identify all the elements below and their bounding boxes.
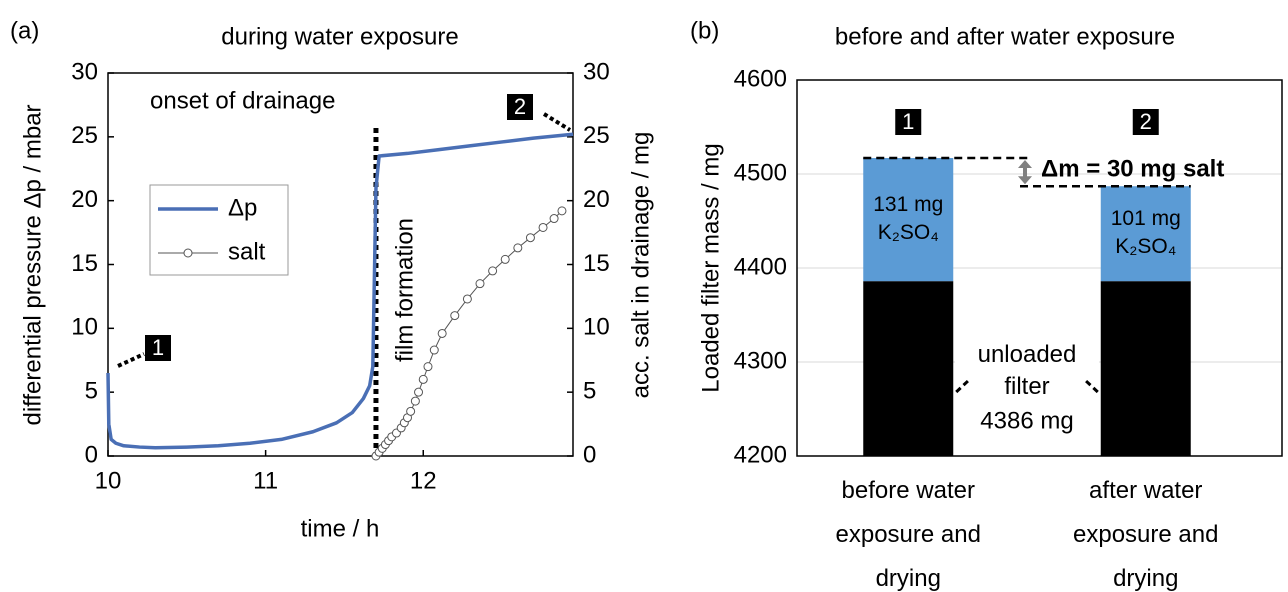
data-point [488, 266, 498, 276]
y-tick-label: 10 [71, 314, 98, 341]
segment-name: K₂SO₄ [878, 221, 939, 244]
data-point [423, 362, 433, 372]
y-tick-label: 25 [71, 122, 98, 149]
marker-label: 2 [1140, 109, 1152, 134]
plot-frame [107, 72, 574, 457]
x-tick-label: 12 [410, 467, 437, 494]
leader [542, 112, 572, 132]
data-point [557, 206, 567, 216]
panel-label: (b) [690, 17, 719, 44]
marker-box [507, 94, 533, 120]
y-tick-label: 4400 [734, 253, 787, 280]
chart-title: during water exposure [221, 23, 458, 50]
bar-segment [863, 158, 954, 282]
y2-tick-label: 10 [583, 314, 610, 341]
data-point [450, 311, 460, 321]
annotation: film formation [391, 218, 418, 362]
data-point [410, 396, 420, 406]
segment-name: unloaded filter [978, 341, 1077, 400]
data-point [538, 222, 548, 232]
leader [1083, 378, 1099, 394]
data-point [406, 406, 416, 416]
data-point [525, 233, 535, 243]
label-bg [955, 340, 1099, 440]
leader [955, 378, 971, 394]
data-point [549, 214, 559, 224]
y2-tick-label: 25 [583, 122, 610, 149]
panel-label: (a) [10, 17, 39, 44]
y2-tick-label: 5 [583, 378, 596, 405]
marker-box [1132, 109, 1159, 135]
data-point [513, 243, 523, 253]
y-tick-label: 4200 [734, 441, 787, 468]
bar-segment [863, 281, 954, 456]
leader [117, 352, 145, 368]
data-point [418, 374, 428, 384]
arrow-head [1018, 160, 1032, 185]
y-tick-label: 4500 [734, 159, 787, 186]
legend-label: salt [228, 238, 266, 265]
annotation: Δm = 30 mg salt [1041, 155, 1224, 182]
annotation: onset of drainage [150, 87, 335, 114]
data-point [414, 387, 424, 397]
legend-box [149, 184, 289, 276]
plot-frame [796, 79, 1283, 457]
x-axis-label: time / h [301, 515, 380, 542]
y-axis-label: Loaded filter mass / mg [697, 143, 724, 392]
legend-swatch [183, 248, 193, 258]
data-point [437, 328, 447, 338]
marker-box [895, 109, 922, 135]
x-tick-label: after water exposure and drying [1073, 477, 1218, 592]
marker-box [145, 335, 171, 361]
value-label: 131 mg [873, 193, 943, 216]
x-tick-label: 10 [95, 467, 122, 494]
data-point [429, 345, 439, 355]
bar-segment [1100, 186, 1191, 282]
value-label: 101 mg [1111, 207, 1181, 230]
data-point [475, 279, 485, 289]
marker-label: 2 [514, 94, 526, 119]
y-axis-label: differential pressure Δp / mbar [19, 104, 46, 425]
y-tick-label: 4600 [734, 65, 787, 92]
y2-axis-label: acc. salt in drainage / mg [627, 132, 654, 399]
chart-title: before and after water exposure [835, 23, 1175, 50]
y-tick-label: 30 [71, 58, 98, 85]
legend-label: Δp [228, 194, 257, 221]
y-tick-label: 0 [85, 441, 98, 468]
y2-tick-label: 0 [583, 441, 596, 468]
data-point [500, 254, 510, 264]
x-tick-label: 11 [253, 467, 278, 494]
y2-tick-label: 20 [583, 186, 610, 213]
y-tick-label: 5 [85, 378, 98, 405]
y-tick-label: 4300 [734, 347, 787, 374]
x-tick-label: before water exposure and drying [836, 477, 981, 592]
y-tick-label: 15 [71, 250, 98, 277]
series-line [106, 132, 574, 450]
data-point [462, 294, 472, 304]
value-label: 4386 mg [980, 407, 1073, 434]
y2-tick-label: 15 [583, 250, 610, 277]
segment-name: K₂SO₄ [1115, 235, 1176, 258]
marker-label: 1 [152, 335, 164, 360]
y-tick-label: 20 [71, 186, 98, 213]
marker-label: 1 [902, 109, 914, 134]
bar-segment [1100, 281, 1191, 456]
y2-tick-label: 30 [583, 58, 610, 85]
